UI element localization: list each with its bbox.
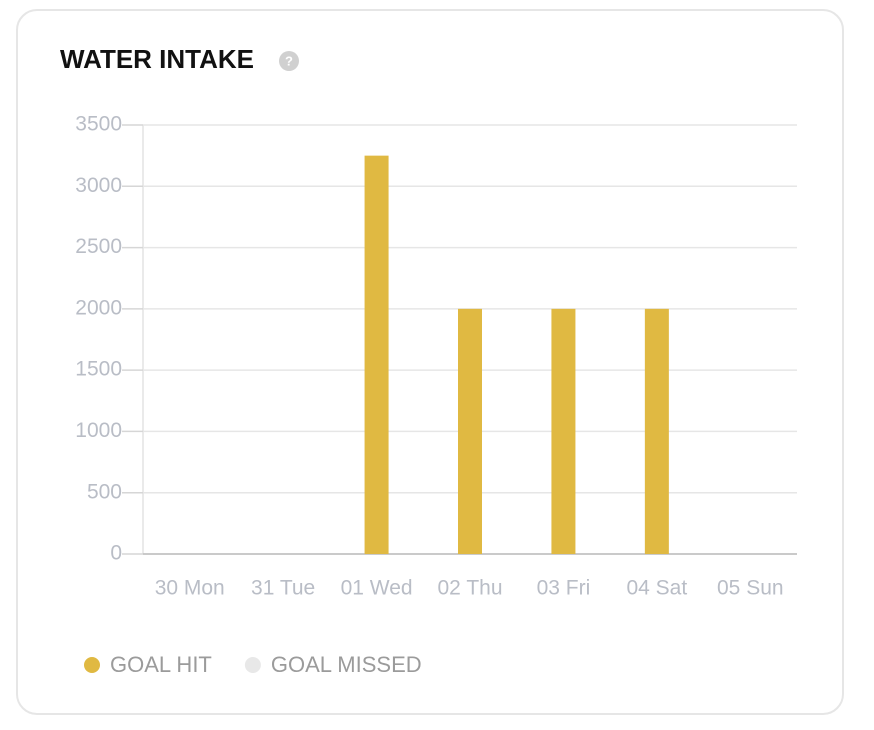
y-tick-label: 1500 — [75, 358, 122, 381]
x-tick-label: 02 Thu — [438, 577, 503, 600]
help-icon-glyph[interactable]: ? — [285, 53, 293, 68]
y-tick-label: 500 — [87, 480, 122, 503]
x-tick-label: 31 Tue — [251, 577, 315, 600]
y-tick-label: 2000 — [75, 296, 122, 319]
y-tick-label: 3500 — [75, 113, 122, 136]
y-tick-label: 3000 — [75, 174, 122, 197]
x-tick-label: 30 Mon — [155, 577, 225, 600]
help-icon[interactable] — [279, 51, 299, 71]
x-tick-label: 05 Sun — [717, 577, 784, 600]
bar — [458, 308, 482, 554]
legend-label: GOAL HIT — [110, 652, 212, 677]
legend-swatch — [244, 657, 261, 673]
bar — [551, 308, 576, 554]
x-tick-label: 04 Sat — [626, 577, 687, 600]
legend-swatch — [84, 657, 100, 673]
card — [16, 9, 844, 715]
bar — [644, 308, 669, 554]
y-tick-label: 2500 — [75, 235, 122, 258]
y-tick-label: 0 — [110, 542, 122, 565]
bar — [364, 155, 389, 554]
y-tick-label: 1000 — [75, 419, 122, 442]
x-tick-label: 03 Fri — [537, 577, 591, 600]
legend-label: GOAL MISSED — [271, 652, 422, 677]
x-tick-label: 01 Wed — [341, 577, 413, 600]
chart-title: WATER INTAKE — [60, 44, 254, 74]
